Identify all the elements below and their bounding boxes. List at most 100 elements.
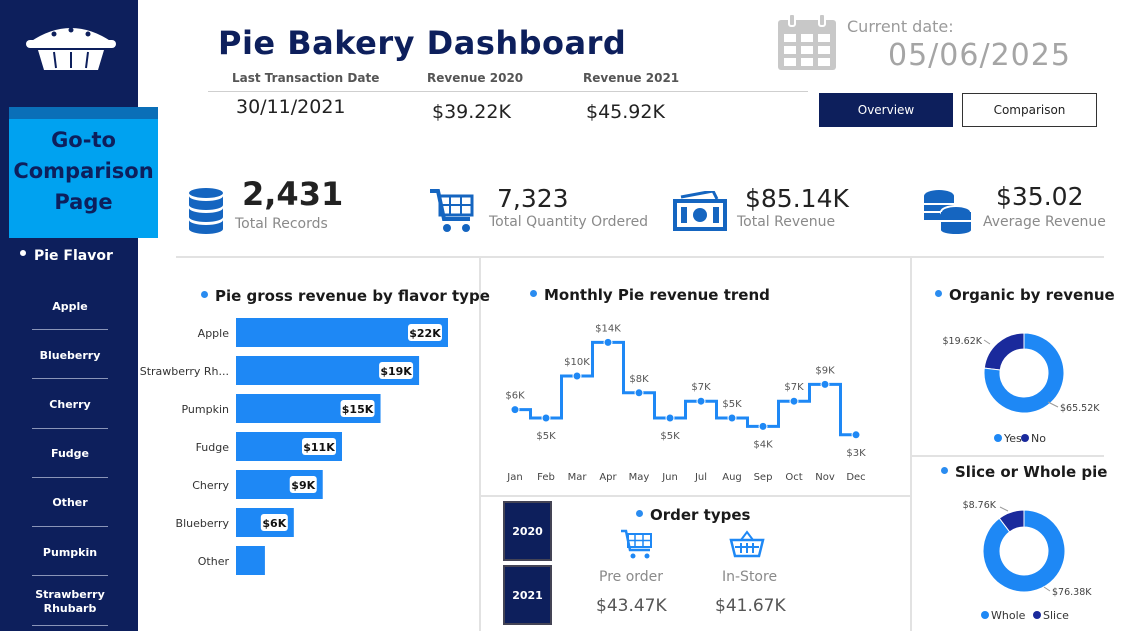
line-chart-title-text: Monthly Pie revenue trend xyxy=(544,286,770,304)
current-date-value: 05/06/2025 xyxy=(888,38,1071,73)
line-data-label: $5K xyxy=(536,431,556,442)
kpi-total-revenue-label: Total Revenue xyxy=(737,214,836,230)
x-tick-label: Feb xyxy=(537,472,555,483)
line-point xyxy=(696,396,706,406)
bar-data-label: $9K xyxy=(291,479,315,492)
line-data-label: $7K xyxy=(784,382,804,393)
goto-comparison-button[interactable]: Go-to Comparison Page xyxy=(9,107,158,238)
sidebar-item-other[interactable]: Other xyxy=(32,490,108,527)
last-transaction-value: 30/11/2021 xyxy=(236,96,346,118)
goto-line-2: Comparison xyxy=(13,159,154,183)
organic-chart-title-text: Organic by revenue xyxy=(949,286,1115,304)
panel-divider-4 xyxy=(912,455,1104,457)
line-point xyxy=(758,421,768,431)
line-data-label: $3K xyxy=(846,448,866,459)
kpi-total-revenue-value: $85.14K xyxy=(745,184,849,213)
x-tick-label: Jul xyxy=(694,472,707,483)
bar-data-label: $6K xyxy=(262,517,286,530)
bar xyxy=(236,546,265,575)
page-title: Pie Bakery Dashboard xyxy=(218,24,627,62)
x-tick-label: Apr xyxy=(599,472,617,483)
bullet-icon xyxy=(20,250,26,256)
preorder-label: Pre order xyxy=(599,569,664,585)
line-chart: $6K Jan $5K Feb $10K Mar $14K Apr $8K May $5K Jun $7… xyxy=(505,323,866,483)
bar-label-background xyxy=(289,476,317,493)
kpi-average-revenue-value: $35.02 xyxy=(996,182,1084,211)
donut-data-label: $65.52K xyxy=(1060,403,1100,414)
panel-divider-1 xyxy=(479,258,481,631)
leader-line xyxy=(1043,586,1051,592)
kpi-total-records-label: Total Records xyxy=(235,216,328,232)
x-tick-label: Mar xyxy=(568,472,588,483)
bar-chart-title-text: Pie gross revenue by flavor type xyxy=(215,287,490,305)
legend-marker xyxy=(981,611,989,619)
line-data-label: $5K xyxy=(660,431,680,442)
kpi-total-quantity-label: Total Quantity Ordered xyxy=(489,214,649,230)
revenue-2020-value: $39.22K xyxy=(432,101,511,123)
sidebar-item-cherry[interactable]: Cherry xyxy=(32,392,108,429)
x-tick-label: Sep xyxy=(754,472,773,483)
legend-label: Yes xyxy=(1003,432,1022,445)
leader-line xyxy=(1047,401,1059,408)
bar-category-label: Other xyxy=(198,555,230,568)
bar-label-background xyxy=(340,400,375,417)
panel-divider-3 xyxy=(481,495,910,497)
slice-whole-chart-title: Slice or Whole pie xyxy=(941,463,1107,481)
bar-label-background xyxy=(379,362,414,379)
sidebar-item-apple[interactable]: Apple xyxy=(32,294,108,330)
pie-flavor-slicer-title: Pie Flavor xyxy=(20,248,113,264)
current-date-label: Current date: xyxy=(847,17,954,36)
bullet-icon xyxy=(935,290,942,297)
bullet-icon xyxy=(201,291,208,298)
bar-label-background xyxy=(260,514,288,531)
pie-logo-icon xyxy=(26,27,116,70)
bar-category-label: Pumpkin xyxy=(181,403,229,416)
line-data-label: $9K xyxy=(815,365,835,376)
line-point xyxy=(789,396,799,406)
line-data-label: $5K xyxy=(722,399,742,410)
bar-data-label: $19K xyxy=(380,365,412,378)
comparison-button[interactable]: Comparison xyxy=(962,93,1097,127)
kpi-total-records-value: 2,431 xyxy=(242,175,344,213)
overview-button[interactable]: Overview xyxy=(819,93,953,127)
sidebar-item-strawberry-rhubarb[interactable]: Strawberry Rhubarb xyxy=(32,584,108,626)
bar-label-background xyxy=(302,438,336,455)
x-tick-label: Nov xyxy=(815,472,835,483)
line-point xyxy=(572,371,582,381)
year-2020-button[interactable]: 2020 xyxy=(503,501,552,561)
bar-category-label: Apple xyxy=(198,327,230,340)
bar-category-label: Cherry xyxy=(192,479,229,492)
x-tick-label: Dec xyxy=(846,472,865,483)
line-point xyxy=(603,337,613,347)
bullet-icon xyxy=(530,290,537,297)
bar-category-label: Strawberry Rh... xyxy=(140,365,229,378)
shopping-cart-icon xyxy=(621,529,652,559)
sidebar-item-pumpkin[interactable]: Pumpkin xyxy=(32,540,108,576)
line-point xyxy=(820,379,830,389)
line-data-label: $14K xyxy=(595,323,621,334)
flavor-line-2: Rhubarb xyxy=(43,602,97,615)
sidebar-item-blueberry[interactable]: Blueberry xyxy=(32,343,108,379)
line-point xyxy=(541,413,551,423)
x-tick-label: Jan xyxy=(506,472,522,483)
bar-data-label: $15K xyxy=(342,403,374,416)
bullet-icon xyxy=(941,467,948,474)
order-types-title-text: Order types xyxy=(650,506,751,524)
line-data-label: $4K xyxy=(753,439,773,450)
line-data-label: $6K xyxy=(505,391,525,402)
legend-label: Slice xyxy=(1043,609,1069,622)
database-icon xyxy=(189,188,223,234)
kpi-divider xyxy=(176,256,1104,258)
slice-whole-chart-title-text: Slice or Whole pie xyxy=(955,463,1108,481)
sidebar-item-fudge[interactable]: Fudge xyxy=(32,441,108,478)
donut-data-label: $8.76K xyxy=(963,500,997,511)
legend-label: No xyxy=(1031,432,1046,445)
revenue-2020-label: Revenue 2020 xyxy=(427,71,524,85)
line-chart-title: Monthly Pie revenue trend xyxy=(530,286,770,304)
year-2021-button[interactable]: 2021 xyxy=(503,565,552,625)
slicer-title-text: Pie Flavor xyxy=(34,248,113,264)
sidebar xyxy=(0,0,138,631)
flavor-line-1: Strawberry xyxy=(35,588,105,601)
basket-icon xyxy=(729,530,765,558)
header-divider xyxy=(208,91,808,92)
